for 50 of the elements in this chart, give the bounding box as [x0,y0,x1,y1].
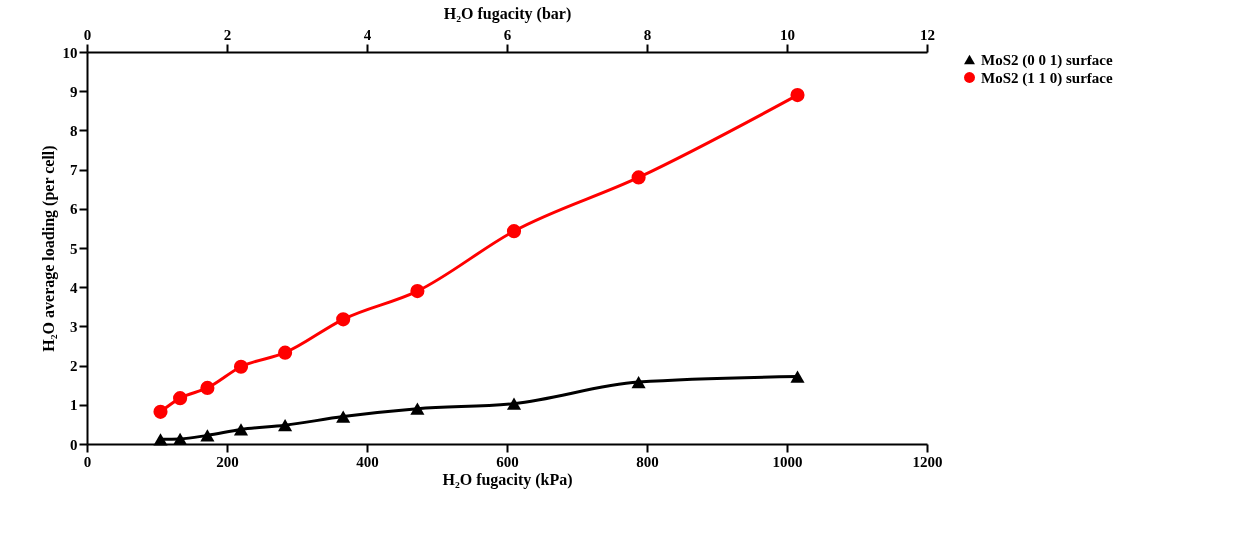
x-axis-title: H₂O fugacity (kPa) [442,470,573,489]
point [790,88,805,103]
y-tick-label: 1 [70,397,78,414]
x2-tick-label: 2 [223,26,232,43]
x2-tick-label: 10 [780,26,795,43]
x-tick-label: 200 [216,453,239,470]
x2-tick-label: 4 [363,26,372,43]
x2-tick-label: 0 [83,26,92,43]
point [631,170,646,185]
y-tick-label: 2 [70,358,78,375]
point [153,404,168,419]
point [790,370,805,383]
legend-label: MoS2 (1 1 0) surface [981,69,1113,87]
point [153,433,168,446]
x-tick-label: 800 [636,453,659,470]
x-tick-label: 600 [496,453,519,470]
point [233,359,249,374]
point [336,312,351,327]
point [336,410,351,423]
point [278,419,293,432]
y-tick-label: 6 [70,201,78,218]
point [410,402,425,415]
y-tick-label: 9 [70,83,78,100]
x2-tick-label: 12 [920,26,935,43]
point [233,423,249,436]
point [410,284,425,299]
point [631,375,646,389]
x2-tick-label: 6 [503,26,512,43]
y-tick-label: 10 [62,44,78,61]
x2-axis-title: H₂O fugacity (bar) [443,4,572,23]
point [278,345,293,360]
point [173,391,188,406]
x-tick-label: 1200 [912,453,943,470]
y-axis-title: H₂O average loading (per cell) [39,145,58,352]
x2-tick-label: 8 [643,26,652,43]
x-tick-label: 0 [83,453,92,470]
y-tick-label: 5 [70,240,78,257]
y-tick-label: 4 [70,279,78,296]
y-tick-label: 7 [70,162,78,179]
y-tick-label: 8 [70,122,78,139]
x-tick-label: 1000 [772,453,803,470]
y-tick-label: 3 [70,318,78,335]
point [173,432,188,446]
y-tick-label: 0 [70,436,78,453]
x-tick-label: 400 [356,453,379,470]
point [200,380,215,395]
legend-label: MoS2 (0 0 1) surface [981,51,1113,69]
point [200,429,215,442]
point [506,397,522,410]
point [506,224,522,239]
